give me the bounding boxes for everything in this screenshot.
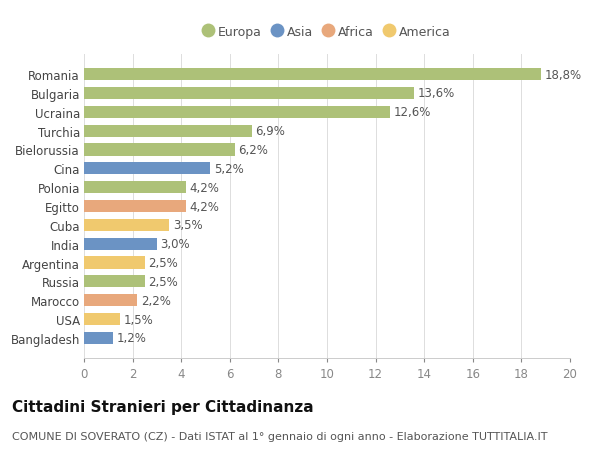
Text: 6,9%: 6,9% — [256, 125, 285, 138]
Text: 1,5%: 1,5% — [124, 313, 154, 326]
Bar — [84, 69, 541, 81]
Bar — [84, 125, 251, 137]
Bar — [84, 88, 415, 100]
Bar — [84, 106, 390, 119]
Text: 3,5%: 3,5% — [173, 219, 202, 232]
Text: Cittadini Stranieri per Cittadinanza: Cittadini Stranieri per Cittadinanza — [12, 399, 314, 414]
Bar — [84, 163, 211, 175]
Text: 2,2%: 2,2% — [141, 294, 171, 307]
Legend: Europa, Asia, Africa, America: Europa, Asia, Africa, America — [199, 22, 455, 42]
Bar — [84, 182, 186, 194]
Bar — [84, 201, 186, 213]
Text: 3,0%: 3,0% — [161, 238, 190, 251]
Bar — [84, 313, 121, 325]
Bar — [84, 219, 169, 231]
Text: 4,2%: 4,2% — [190, 181, 220, 194]
Bar — [84, 332, 113, 344]
Text: 12,6%: 12,6% — [394, 106, 431, 119]
Bar — [84, 276, 145, 288]
Bar — [84, 144, 235, 156]
Text: COMUNE DI SOVERATO (CZ) - Dati ISTAT al 1° gennaio di ogni anno - Elaborazione T: COMUNE DI SOVERATO (CZ) - Dati ISTAT al … — [12, 431, 548, 442]
Bar — [84, 238, 157, 250]
Text: 13,6%: 13,6% — [418, 87, 455, 100]
Bar — [84, 257, 145, 269]
Text: 1,2%: 1,2% — [117, 332, 146, 345]
Text: 2,5%: 2,5% — [148, 257, 178, 269]
Bar — [84, 294, 137, 307]
Text: 18,8%: 18,8% — [544, 68, 581, 81]
Text: 4,2%: 4,2% — [190, 200, 220, 213]
Text: 6,2%: 6,2% — [238, 144, 268, 157]
Text: 5,2%: 5,2% — [214, 162, 244, 175]
Text: 2,5%: 2,5% — [148, 275, 178, 288]
